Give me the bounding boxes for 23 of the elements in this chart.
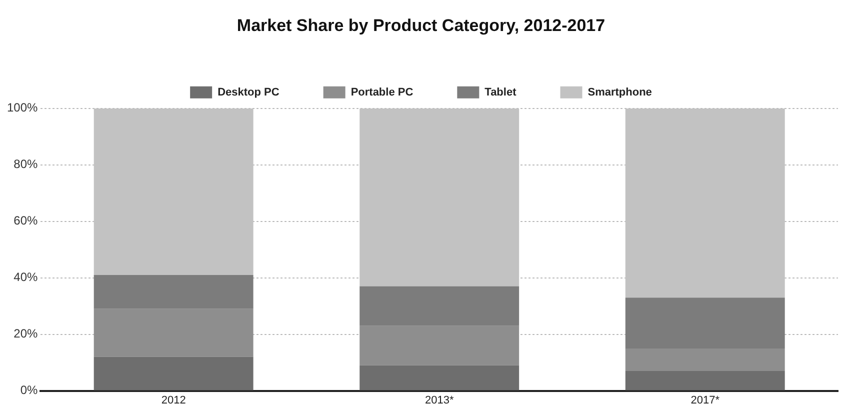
x-tick-label: 2017* (690, 394, 720, 406)
legend-label: Portable PC (350, 86, 414, 98)
y-tick-label: 0% (20, 383, 38, 398)
legend-label: Tablet (484, 86, 517, 98)
legend-label: Smartphone (588, 86, 652, 98)
x-tick-label: 2013* (424, 394, 454, 406)
bar (360, 365, 520, 390)
bar (94, 275, 254, 309)
bar (94, 356, 254, 390)
bar (625, 371, 785, 390)
bar (360, 286, 520, 326)
bar (360, 326, 520, 366)
chart-title: Market Share by Product Category, 2012-2017 (236, 16, 606, 35)
bar (94, 308, 254, 357)
bar (625, 298, 785, 348)
y-tick-label: 80% (14, 157, 38, 172)
y-tick-label: 60% (14, 214, 38, 228)
bar (625, 348, 785, 372)
x-tick-label: 2012 (161, 394, 186, 406)
y-tick-label: 100% (6, 100, 38, 115)
legend-label: Desktop PC (218, 86, 280, 98)
y-tick-label: 20% (14, 326, 38, 341)
y-tick-label: 40% (14, 270, 38, 284)
